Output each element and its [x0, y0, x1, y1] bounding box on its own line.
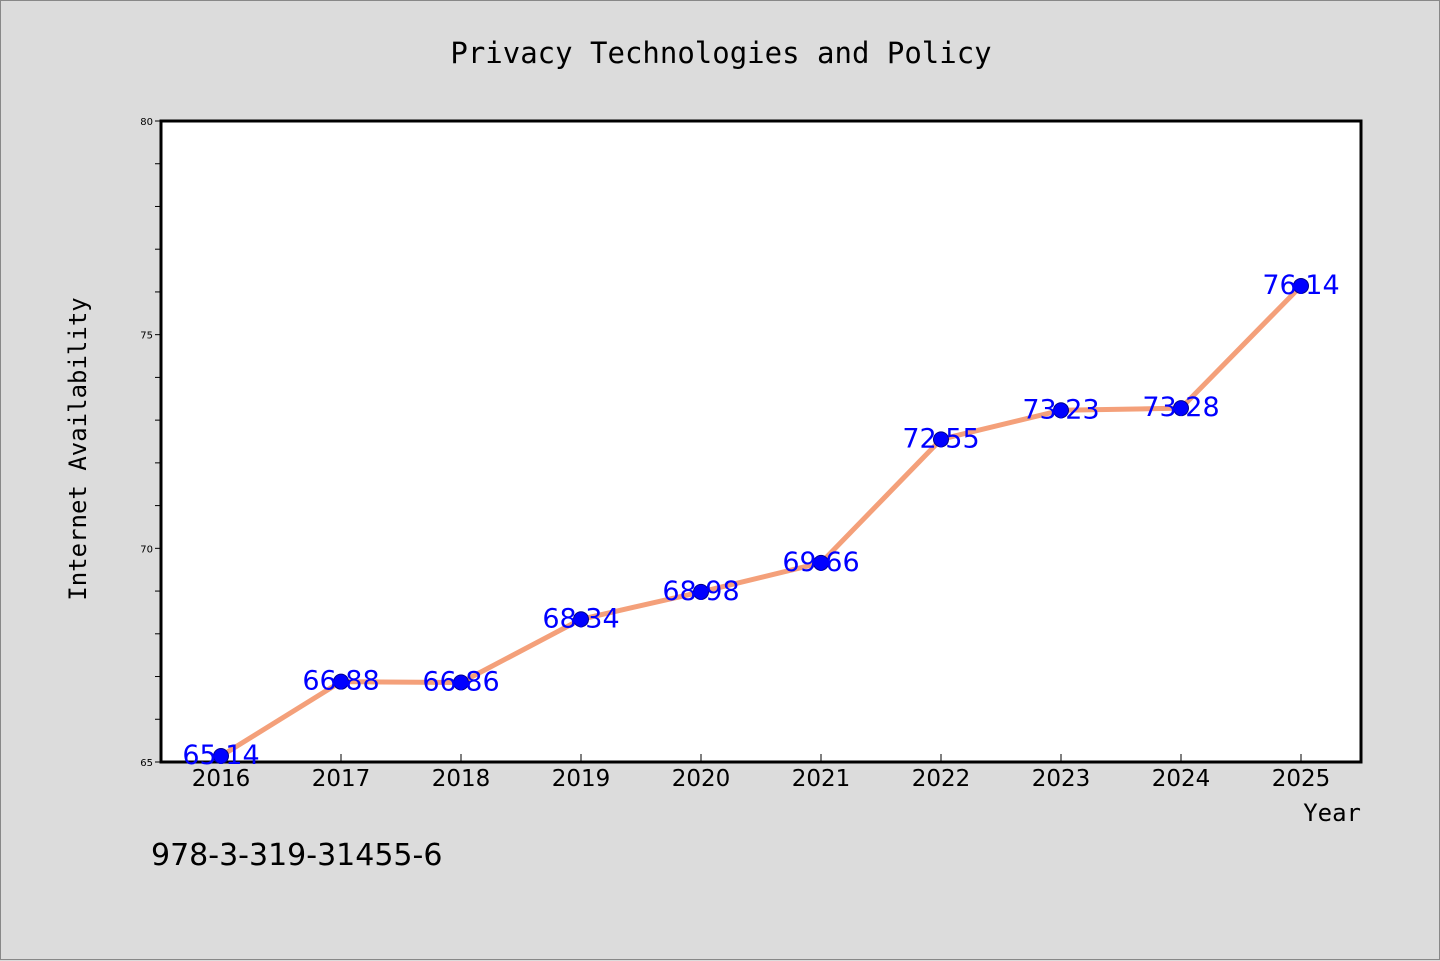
x-tick-label: 2025 — [1272, 766, 1331, 792]
data-label: 69.66 — [782, 547, 859, 578]
data-label: 76.14 — [1262, 270, 1339, 301]
y-axis: 65 70 75 80 — [140, 117, 161, 769]
data-point — [1173, 400, 1189, 417]
x-tick-label: 2021 — [792, 766, 851, 792]
data-label: 73.28 — [1142, 392, 1219, 423]
data-label: 73.23 — [1022, 394, 1099, 425]
x-tick-label: 2024 — [1152, 766, 1211, 792]
data-point — [813, 554, 829, 571]
chart-title: Privacy Technologies and Policy — [450, 36, 991, 70]
data-label: 68.34 — [542, 603, 619, 634]
data-point — [693, 583, 709, 600]
data-label: 66.88 — [302, 666, 379, 697]
y-tick-label: 70 — [140, 544, 153, 555]
data-label: 72.55 — [902, 423, 979, 454]
x-axis-label: Year — [1303, 799, 1361, 827]
data-point — [573, 611, 589, 628]
y-axis-label: Internet Availability — [64, 297, 92, 600]
footer-code: 978-3-319-31455-6 — [151, 838, 442, 873]
y-tick-label: 75 — [140, 331, 153, 342]
plot-area — [159, 119, 1363, 764]
data-label: 68.98 — [662, 576, 739, 607]
x-tick-label: 2018 — [432, 766, 491, 792]
data-point — [213, 748, 229, 765]
series-group: 65.14 66.88 66.86 68.34 68.98 69.66 72.55 73.23… — [182, 270, 1339, 771]
data-point — [1053, 402, 1069, 419]
x-axis: 2016 2017 2018 2019 2020 2021 2022 2023 2024 2025 — [192, 754, 1331, 792]
x-tick-label: 2019 — [552, 766, 611, 792]
y-tick-label: 80 — [140, 117, 153, 128]
series-line — [218, 283, 1304, 759]
data-point — [933, 431, 949, 448]
data-label: 66.86 — [422, 667, 499, 698]
data-point — [453, 674, 469, 691]
x-tick-label: 2023 — [1032, 766, 1091, 792]
x-tick-label: 2017 — [312, 766, 371, 792]
x-tick-label: 2016 — [192, 766, 251, 792]
data-label: 65.14 — [182, 740, 259, 771]
x-tick-label: 2020 — [672, 766, 731, 792]
x-tick-label: 2022 — [912, 766, 971, 792]
y-tick-label: 65 — [140, 758, 153, 769]
data-point — [333, 673, 349, 690]
data-point — [1293, 277, 1309, 294]
